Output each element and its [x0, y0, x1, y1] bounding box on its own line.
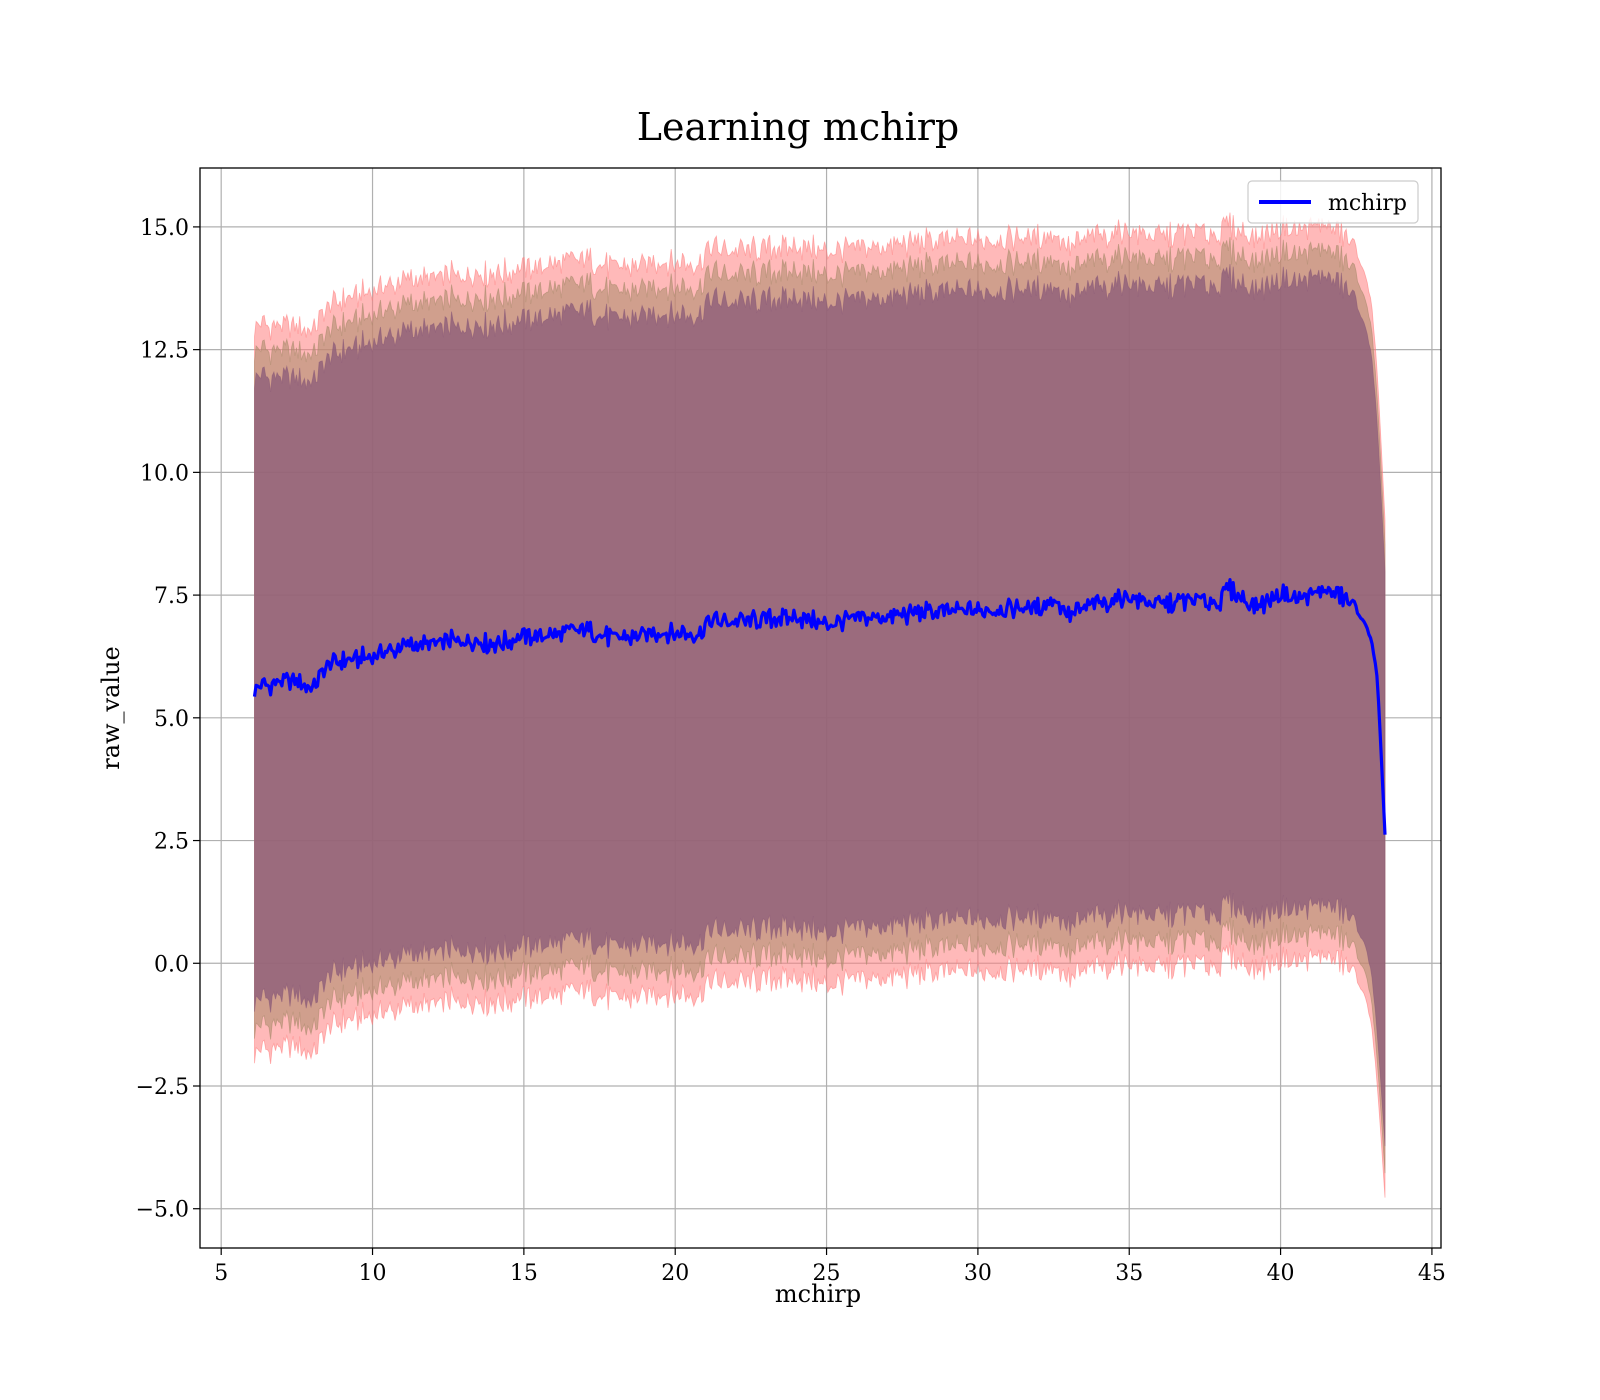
legend-label-mchirp: mchirp: [1328, 191, 1407, 216]
legend-box: [1247, 180, 1419, 224]
y-tick-label-5: 7.5: [154, 584, 189, 609]
x-tick-label-8: 45: [1418, 1261, 1446, 1286]
x-tick-label-3: 20: [661, 1261, 689, 1286]
x-tick-label-5: 30: [964, 1261, 992, 1286]
y-tick-label-3: 2.5: [154, 830, 189, 855]
y-tick-label-8: 15.0: [140, 216, 189, 241]
x-tick-label-2: 15: [510, 1261, 538, 1286]
y-tick-label-0: −5.0: [136, 1198, 189, 1223]
x-tick-label-1: 10: [359, 1261, 387, 1286]
confidence-bands: [254, 212, 1386, 1198]
x-tick-label-0: 5: [214, 1261, 228, 1286]
x-axis-label: mchirp: [775, 1280, 861, 1308]
x-tick-label-6: 35: [1115, 1261, 1143, 1286]
series-line-mchirp: [252, 578, 1387, 835]
y-axis-ticks: −5.0 −2.5 0.0 2.5 5.0 7.5 10.0 12.5 15.0: [136, 216, 200, 1223]
x-tick-label-4: 25: [813, 1261, 841, 1286]
x-axis-ticks: 5 10 15 20 25 30 35 40 45: [214, 1248, 1446, 1286]
y-tick-label-4: 5.0: [154, 707, 189, 732]
chart-title: Learning mchirp: [637, 105, 959, 149]
band-inner: [254, 264, 1386, 1147]
legend: mchirp: [1247, 180, 1419, 224]
y-tick-label-7: 12.5: [140, 339, 189, 364]
y-tick-label-1: −2.5: [136, 1075, 189, 1100]
y-axis-label: raw_value: [97, 646, 125, 770]
y-tick-label-6: 10.0: [140, 461, 189, 486]
y-tick-label-2: 0.0: [154, 952, 189, 977]
x-tick-label-7: 40: [1267, 1261, 1295, 1286]
plot-frame: [199, 167, 1442, 1249]
series-lines: [252, 578, 1387, 835]
